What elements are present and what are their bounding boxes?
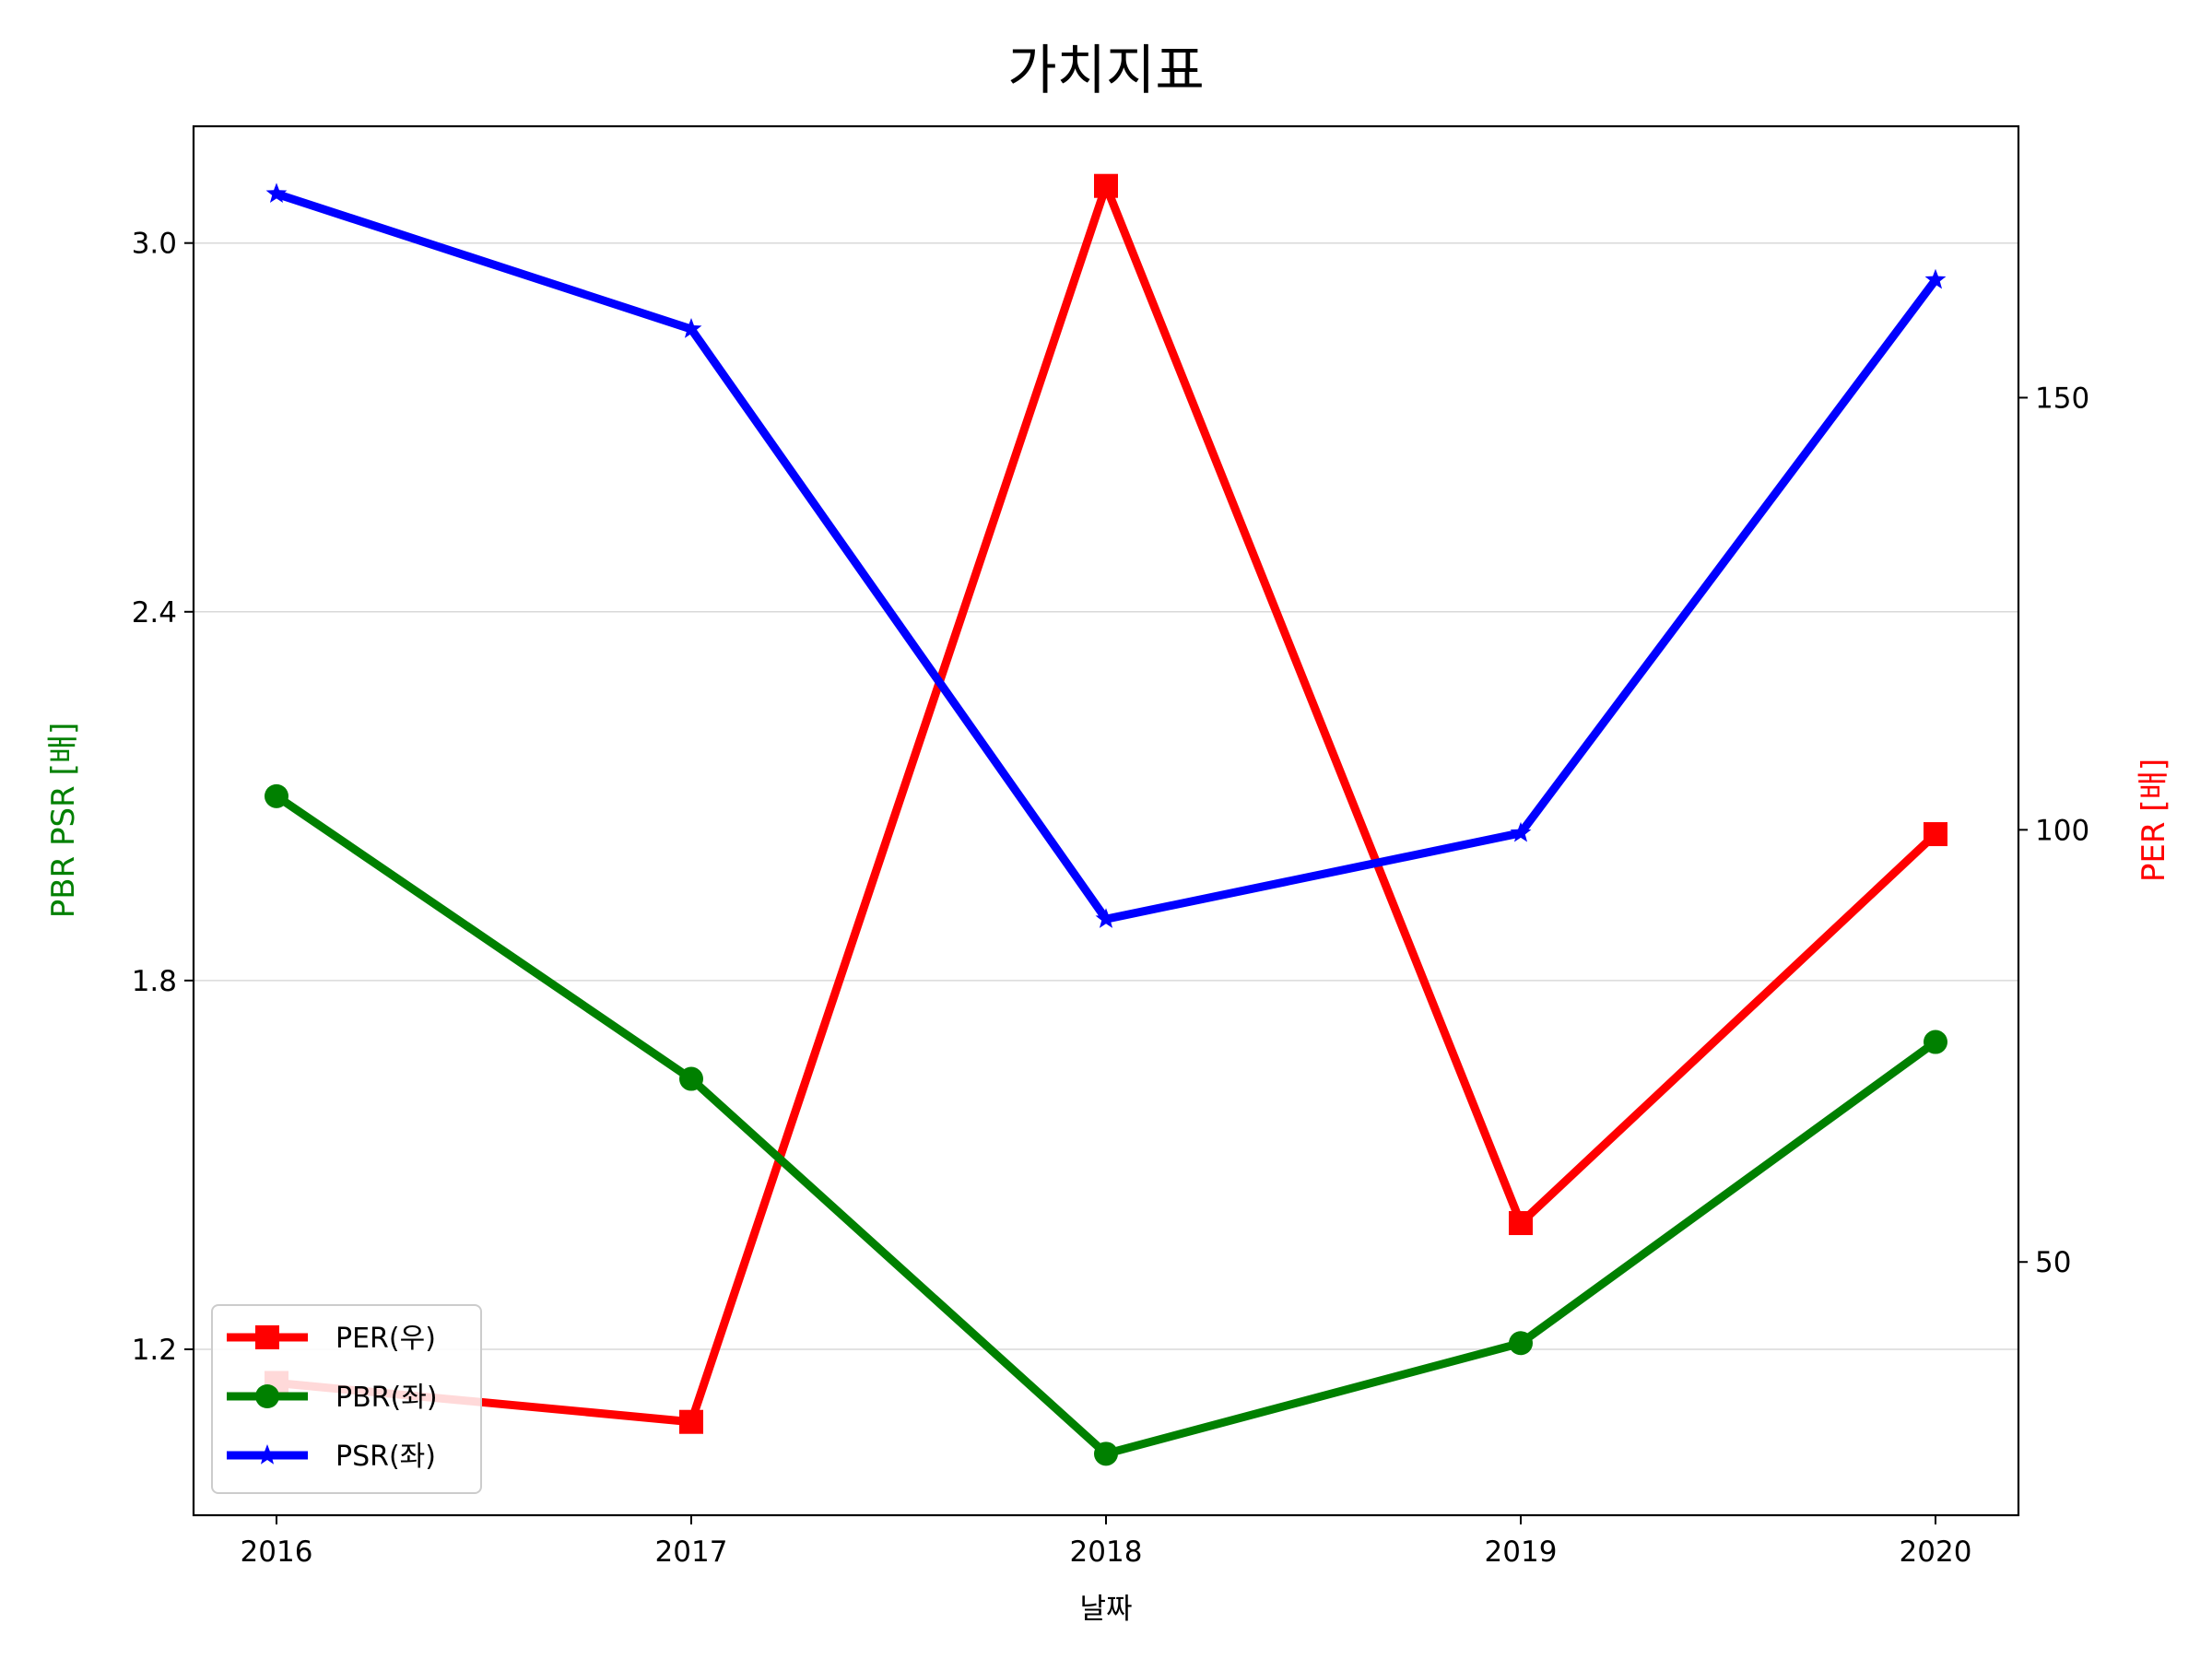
- x-tick-label: 2020: [1900, 1535, 1972, 1569]
- data-point: [265, 182, 288, 204]
- x-tick-label: 2016: [241, 1535, 313, 1569]
- data-point: [1924, 268, 1947, 289]
- left-y-tick-label: 1.8: [132, 965, 177, 998]
- x-axis-label: 날짜: [1079, 1593, 1132, 1626]
- data-point: [1094, 173, 1118, 198]
- x-axis: 2016 2017 2018 2019 2020: [241, 1515, 1972, 1569]
- legend-swatch-marker: [256, 1444, 278, 1465]
- legend-label: PBR(좌): [335, 1382, 438, 1414]
- data-point: [679, 1066, 703, 1091]
- right-y-axis-label: PER [배]: [2136, 759, 2172, 882]
- left-y-tick-label: 1.2: [132, 1334, 177, 1367]
- data-point: [1924, 822, 1947, 847]
- chart-title: 가치지표: [1007, 39, 1204, 101]
- legend-box: [211, 1304, 482, 1494]
- legend-label: PSR(좌): [335, 1441, 436, 1473]
- grid: [194, 241, 2018, 1350]
- legend-label: PER(우): [335, 1323, 436, 1355]
- legend-swatch-marker: [255, 1384, 279, 1408]
- right-y-tick-label: 100: [2035, 814, 2089, 847]
- series-PSR(좌): [265, 182, 1947, 928]
- right-y-axis: 50 100 150: [2018, 382, 2089, 1279]
- legend-entry: PER(우): [227, 1323, 436, 1355]
- legend-entry: PSR(좌): [227, 1441, 436, 1473]
- series-PBR(좌): [265, 783, 1947, 1466]
- data-point: [1924, 1030, 1947, 1054]
- right-y-tick-label: 50: [2035, 1246, 2071, 1279]
- data-point: [1509, 1331, 1533, 1356]
- plot-series: [265, 173, 1947, 1466]
- left-y-tick-label: 2.4: [132, 596, 177, 629]
- right-y-tick-label: 150: [2035, 382, 2089, 415]
- data-point: [265, 783, 288, 808]
- data-point: [1094, 1441, 1118, 1466]
- data-point: [679, 1409, 703, 1434]
- left-y-axis: 1.2 1.8 2.4 3.0: [132, 228, 194, 1367]
- x-tick-label: 2018: [1070, 1535, 1143, 1569]
- legend-entries: PER(우) PBR(좌) PSR(좌): [227, 1323, 438, 1473]
- data-point: [1509, 1211, 1533, 1236]
- left-y-tick-label: 3.0: [132, 228, 177, 261]
- x-tick-label: 2019: [1485, 1535, 1558, 1569]
- data-point: [680, 318, 702, 338]
- legend-entry: PBR(좌): [227, 1382, 438, 1414]
- legend: PER(우) PBR(좌) PSR(좌): [211, 1304, 482, 1494]
- data-point: [1095, 908, 1117, 928]
- x-tick-label: 2017: [655, 1535, 728, 1569]
- legend-swatch-marker: [255, 1325, 279, 1349]
- series-PER(우): [265, 173, 1947, 1434]
- data-point: [1510, 821, 1532, 842]
- left-y-axis-label: PBR PSR [배]: [45, 723, 82, 919]
